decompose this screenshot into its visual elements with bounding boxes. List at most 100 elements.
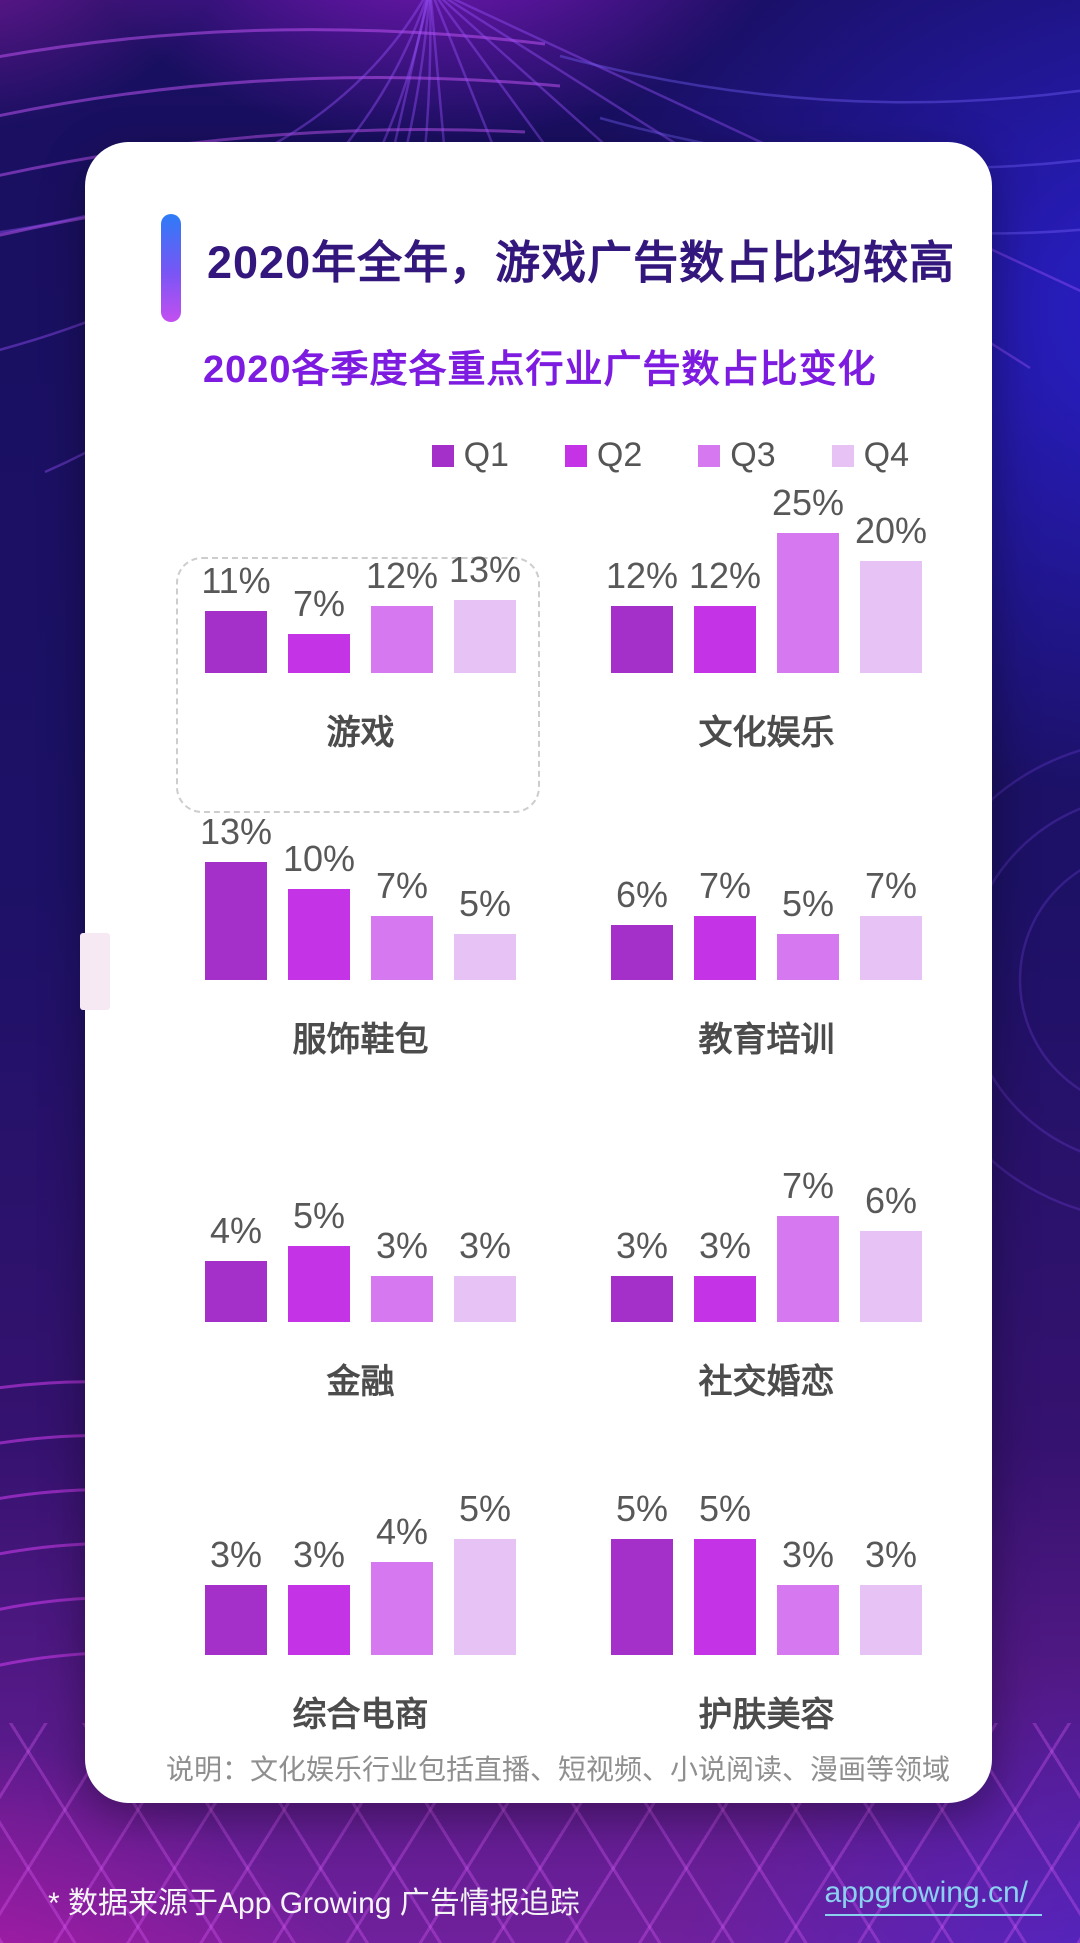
bar-Q3 <box>371 606 433 673</box>
bar-Q3 <box>371 1562 433 1655</box>
title-accent-bar <box>161 214 181 322</box>
bar-group: 12% <box>606 555 678 673</box>
bar-Q2 <box>288 634 350 673</box>
legend-swatch <box>831 444 854 467</box>
legend-label: Q3 <box>730 436 776 474</box>
bar-Q4 <box>454 600 516 673</box>
bar-group: 4% <box>205 1210 267 1322</box>
bar-Q2 <box>694 916 756 980</box>
bar-group: 3% <box>860 1534 922 1655</box>
bar-group: 12% <box>366 555 438 673</box>
bar-group: 3% <box>371 1225 433 1322</box>
bar-value-label: 13% <box>199 811 273 852</box>
bar-group: 3% <box>288 1534 350 1655</box>
bar-value-label: 11% <box>201 560 271 601</box>
bar-value-label: 5% <box>615 1488 669 1529</box>
bar-Q1 <box>611 925 673 980</box>
chart-title: 文化娱乐 <box>698 714 835 752</box>
legend-item-Q3: Q3 <box>698 436 776 475</box>
bar-group: 12% <box>689 555 761 673</box>
bar-value-label: 7% <box>292 583 346 624</box>
bar-value-label: 6% <box>864 1180 918 1221</box>
bar-value-label: 3% <box>698 1225 752 1266</box>
bar-Q4 <box>860 1585 922 1655</box>
bar-group: 6% <box>860 1180 922 1322</box>
content-card: 2020年全年，游戏广告数占比均较高 2020各季度各重点行业广告数占比变化 Q… <box>80 142 992 1803</box>
bar-group: 3% <box>611 1225 673 1322</box>
bar-Q1 <box>205 611 267 673</box>
bar-Q1 <box>205 862 267 980</box>
bar-value-label: 13% <box>448 549 522 590</box>
bar-value-label: 4% <box>375 1511 429 1552</box>
page-title: 2020年全年，游戏广告数占比均较高 <box>207 237 956 288</box>
bar-group: 25% <box>772 482 844 673</box>
bar-group: 10% <box>283 838 355 980</box>
bar-Q2 <box>694 1539 756 1655</box>
chart-title: 综合电商 <box>292 1696 429 1734</box>
bar-value-label: 3% <box>209 1534 263 1575</box>
bar-value-label: 3% <box>781 1534 835 1575</box>
bar-Q3 <box>777 1216 839 1322</box>
charts-grid: 11% 7% 12% 13% 游戏 12% 12% 25% 20% 文化娱乐 13% 10% 7% 5% 服… <box>85 142 992 1803</box>
bar-value-label: 3% <box>375 1225 429 1266</box>
bar-Q2 <box>694 1276 756 1322</box>
bar-group: 7% <box>777 1165 839 1322</box>
chart-title: 游戏 <box>326 714 395 752</box>
chart-护肤美容: 5% 5% 3% 3% <box>611 1440 922 1655</box>
bar-Q4 <box>860 1231 922 1322</box>
bar-value-label: 3% <box>292 1534 346 1575</box>
chart-游戏: 11% 7% 12% 13% <box>201 458 521 673</box>
bar-Q3 <box>777 1585 839 1655</box>
bar-group: 5% <box>454 1488 516 1655</box>
chart-服饰鞋包: 13% 10% 7% 5% <box>200 765 516 980</box>
bar-Q1 <box>205 1585 267 1655</box>
bar-value-label: 7% <box>375 865 429 906</box>
bar-value-label: 7% <box>864 865 918 906</box>
bar-group: 5% <box>611 1488 673 1655</box>
legend-label: Q4 <box>863 436 909 474</box>
legend-swatch <box>564 444 587 467</box>
bar-group: 20% <box>855 510 927 673</box>
bar-value-label: 5% <box>458 883 512 924</box>
footer-link[interactable]: appgrowing.cn/ <box>824 1876 1042 1916</box>
footnote: 说明：文化娱乐行业包括直播、短视频、小说阅读、漫画等领域 <box>165 1754 950 1785</box>
bar-group: 7% <box>288 583 350 673</box>
bar-Q1 <box>205 1261 267 1322</box>
legend-item-Q4: Q4 <box>831 436 909 475</box>
bar-value-label: 25% <box>771 482 845 523</box>
chart-subtitle: 2020各季度各重点行业广告数占比变化 <box>203 349 877 391</box>
footer-source-note: * 数据来源于App Growing 广告情报追踪 <box>48 1887 580 1920</box>
bar-value-label: 20% <box>854 510 928 551</box>
bar-Q3 <box>371 1276 433 1322</box>
legend: Q1 Q2 Q3 Q4 <box>431 436 909 475</box>
chart-社交婚恋: 3% 3% 7% 6% <box>611 1107 922 1322</box>
bar-value-label: 12% <box>688 555 762 596</box>
bar-value-label: 5% <box>698 1488 752 1529</box>
bar-value-label: 5% <box>781 883 835 924</box>
bar-group: 3% <box>205 1534 267 1655</box>
bar-Q2 <box>288 1246 350 1322</box>
bar-Q1 <box>611 1539 673 1655</box>
bar-Q3 <box>371 916 433 980</box>
chart-文化娱乐: 12% 12% 25% 20% <box>606 458 927 673</box>
bar-value-label: 6% <box>615 874 669 915</box>
bar-Q4 <box>860 916 922 980</box>
bar-group: 5% <box>777 883 839 980</box>
bar-group: 3% <box>454 1225 516 1322</box>
chart-title: 服饰鞋包 <box>292 1021 429 1059</box>
bar-group: 6% <box>611 874 673 980</box>
games-highlight-box <box>176 557 540 813</box>
bar-Q4 <box>454 1276 516 1322</box>
bar-group: 5% <box>694 1488 756 1655</box>
bar-Q2 <box>288 1585 350 1655</box>
bar-value-label: 3% <box>615 1225 669 1266</box>
bar-Q2 <box>288 889 350 980</box>
bar-Q4 <box>454 934 516 980</box>
bar-group: 5% <box>454 883 516 980</box>
left-edge-deco-bar <box>80 933 110 1010</box>
bar-value-label: 7% <box>698 865 752 906</box>
chart-金融: 4% 5% 3% 3% <box>205 1107 516 1322</box>
bar-Q1 <box>611 606 673 673</box>
bar-value-label: 5% <box>458 1488 512 1529</box>
